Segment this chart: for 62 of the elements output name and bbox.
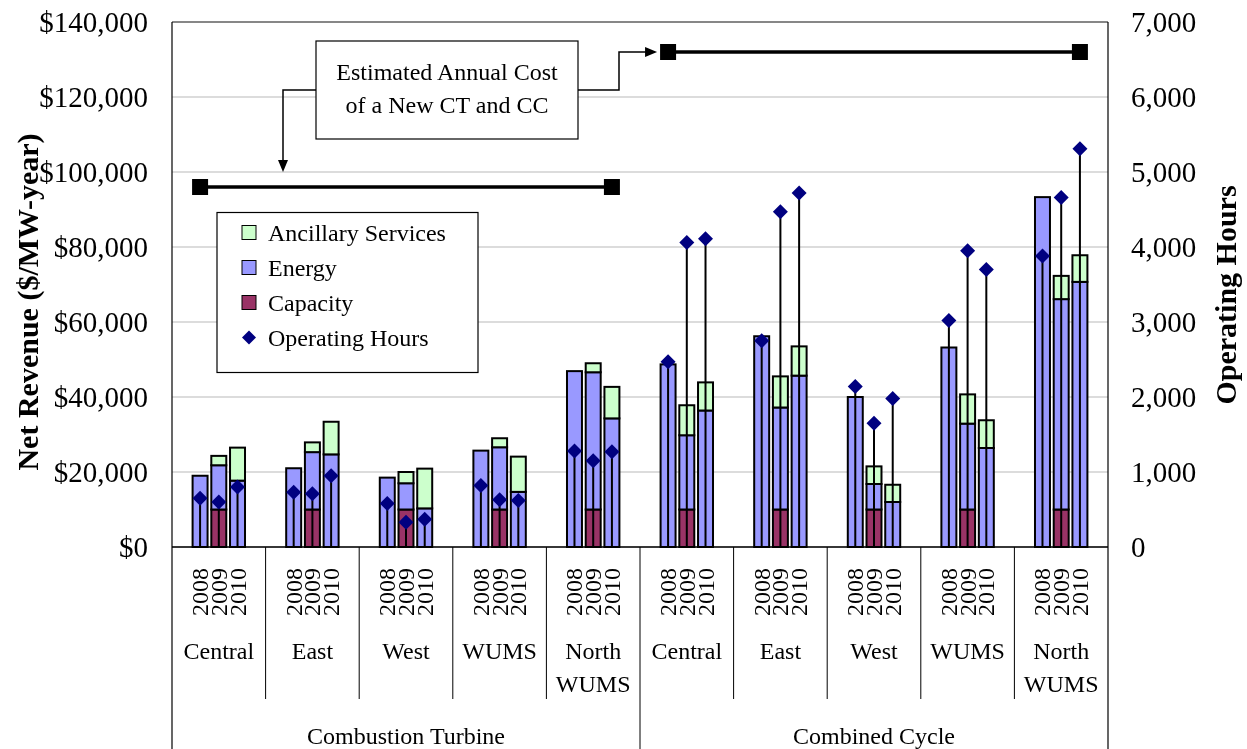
point (566, 443, 582, 459)
y2-tick-label: 1,000 (1131, 456, 1197, 489)
point (754, 333, 770, 349)
point (660, 354, 676, 370)
point (473, 478, 489, 493)
point (1034, 248, 1050, 264)
text: Central (651, 638, 723, 664)
legend-label: Capacity (268, 289, 354, 316)
y2-tick-label: 5,000 (1131, 156, 1197, 189)
point (230, 479, 246, 495)
point (1072, 141, 1088, 157)
point (286, 484, 302, 500)
y2-tick-label: 7,000 (1131, 6, 1197, 39)
text: East (291, 638, 334, 664)
y-tick-label: $80,000 (53, 231, 148, 264)
y2-tick-label: 0 (1131, 531, 1146, 564)
point (510, 493, 526, 508)
text: West (850, 638, 899, 664)
point (492, 492, 508, 508)
text: Combustion Turbine (306, 723, 506, 749)
y2-tick-label: 4,000 (1131, 231, 1197, 264)
text: WUMS (930, 638, 1005, 664)
y-tick-label: $60,000 (53, 306, 148, 339)
y-tick-label: $20,000 (53, 456, 148, 489)
point (192, 490, 208, 506)
point (417, 511, 433, 527)
point (698, 231, 714, 247)
point (960, 243, 976, 259)
point (772, 204, 788, 220)
y-tick-label: $40,000 (53, 381, 148, 414)
point (379, 496, 395, 511)
y2-axis-title: Operating Hours (1208, 185, 1242, 405)
point (604, 444, 620, 460)
text: WUMS (462, 638, 537, 664)
text: North WUMS (555, 638, 631, 697)
point (941, 313, 957, 328)
y2-tick-label: 6,000 (1131, 81, 1197, 114)
y2-tick-label: 3,000 (1131, 306, 1197, 339)
legend-label: Operating Hours (268, 324, 429, 351)
text: North WUMS (1023, 638, 1099, 697)
point (304, 486, 320, 502)
point (585, 453, 601, 469)
legend-label: Energy (268, 254, 337, 281)
text: Combined Cycle (793, 723, 955, 749)
y2-tick-label: 2,000 (1131, 381, 1197, 414)
text: West (382, 638, 431, 664)
point (1053, 190, 1069, 205)
annotation: Estimated Annual Cost of a New CT and CC (336, 59, 558, 118)
legend-label: Ancillary Services (268, 219, 446, 246)
point (679, 235, 695, 250)
text: Central (183, 638, 255, 664)
y-tick-label: $120,000 (39, 81, 148, 114)
point (847, 379, 863, 394)
point (211, 494, 227, 510)
point (978, 262, 994, 277)
point (885, 391, 901, 406)
point (323, 468, 339, 484)
y-tick-label: $0 (119, 531, 148, 564)
point (866, 415, 882, 431)
y-tick-label: $140,000 (39, 6, 148, 39)
text: East (759, 638, 802, 664)
point (791, 185, 807, 201)
